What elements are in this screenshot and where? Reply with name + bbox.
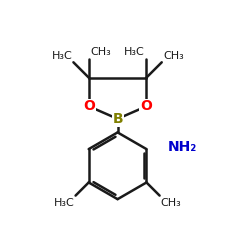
Text: H₃C: H₃C [124,47,145,57]
Text: CH₃: CH₃ [163,51,184,61]
Text: O: O [83,100,95,114]
Text: O: O [140,100,152,114]
Text: H₃C: H₃C [52,51,72,61]
Text: H₃C: H₃C [54,198,74,208]
Text: NH₂: NH₂ [168,140,197,154]
Text: CH₃: CH₃ [90,47,111,57]
Text: CH₃: CH₃ [161,198,182,208]
Text: B: B [112,112,123,126]
